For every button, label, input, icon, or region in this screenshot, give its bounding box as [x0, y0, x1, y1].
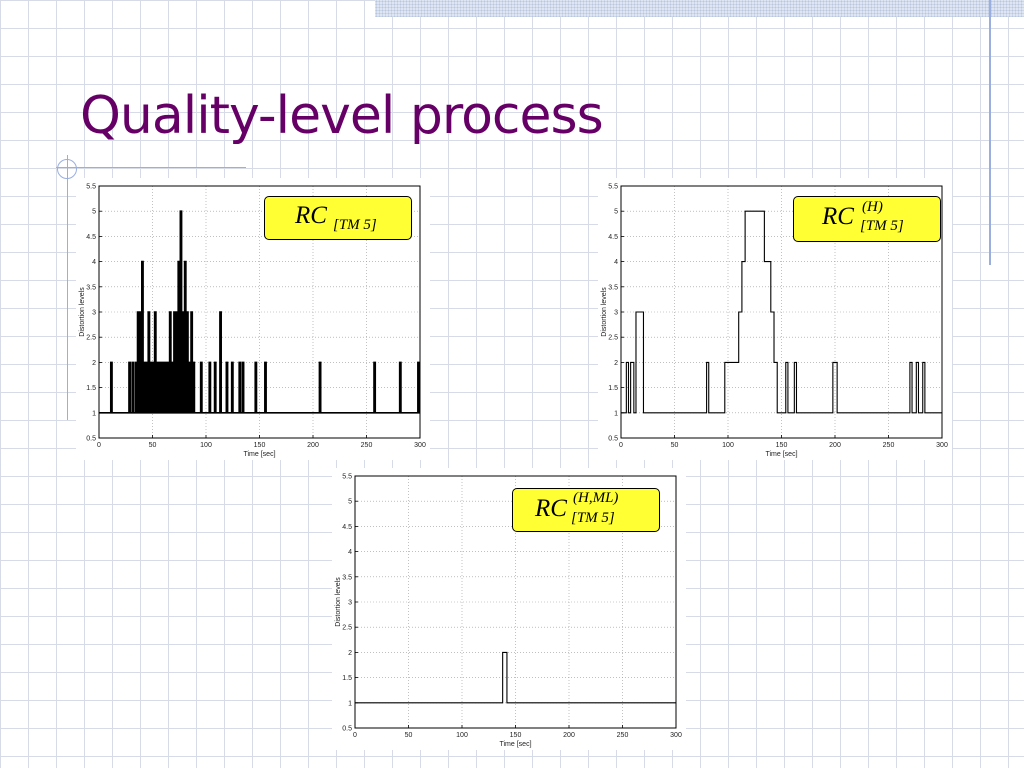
formula-subscript: [TM 5]	[333, 217, 377, 233]
x-tick-label: 0	[353, 732, 357, 739]
y-axis-label: Distortion levels	[335, 577, 342, 627]
y-tick-label: 0.5	[342, 726, 352, 733]
y-tick-label: 5	[348, 499, 352, 506]
formula-superscript: (H,ML)	[573, 490, 619, 506]
y-tick-label: 3	[614, 310, 618, 317]
y-tick-label: 2.5	[342, 625, 352, 632]
x-tick-label: 50	[149, 442, 157, 449]
x-tick-label: 200	[829, 442, 841, 449]
y-tick-label: 2.5	[86, 335, 96, 342]
x-axis-label: Time [sec]	[499, 741, 531, 748]
x-tick-label: 250	[617, 732, 629, 739]
y-tick-label: 1	[614, 410, 618, 417]
formula-base: RC	[535, 495, 567, 522]
y-tick-label: 2	[92, 360, 96, 367]
formula-label-rc-tm5: RC [TM 5]	[264, 196, 412, 240]
decorative-left-line	[67, 155, 68, 420]
y-axis-label: Distortion levels	[601, 287, 608, 337]
y-tick-label: 2	[614, 360, 618, 367]
y-tick-label: 1.5	[342, 675, 352, 682]
decorative-vertical-line	[989, 0, 991, 265]
y-tick-label: 1.5	[608, 385, 618, 392]
y-tick-label: 4.5	[342, 524, 352, 531]
x-tick-label: 250	[883, 442, 895, 449]
x-tick-label: 100	[722, 442, 734, 449]
x-tick-label: 0	[619, 442, 623, 449]
x-tick-label: 100	[456, 732, 468, 739]
formula-subscript: [TM 5]	[860, 218, 904, 234]
formula-base: RC	[822, 203, 854, 230]
top-decorative-band	[375, 0, 1024, 17]
y-tick-label: 5.5	[86, 184, 96, 191]
decorative-circle	[57, 159, 77, 179]
x-tick-label: 200	[307, 442, 319, 449]
x-tick-label: 50	[671, 442, 679, 449]
y-tick-label: 3.5	[342, 574, 352, 581]
y-tick-label: 3.5	[86, 284, 96, 291]
y-tick-label: 5.5	[342, 474, 352, 481]
formula-superscript: (H)	[862, 199, 883, 215]
x-tick-label: 50	[405, 732, 413, 739]
slide-title: Quality-level process	[80, 86, 604, 146]
x-axis-label: Time [sec]	[765, 451, 797, 458]
y-tick-label: 4.5	[608, 234, 618, 241]
series-line	[99, 210, 420, 414]
y-tick-label: 1	[348, 700, 352, 707]
formula-label-rc-h-tm5: RC (H) [TM 5]	[793, 196, 941, 242]
y-tick-label: 3	[92, 310, 96, 317]
y-axis-label: Distortion levels	[79, 287, 86, 337]
x-axis-label: Time [sec]	[243, 451, 275, 458]
x-tick-label: 0	[97, 442, 101, 449]
formula-label-rc-h-ml-tm5: RC (H,ML) [TM 5]	[512, 488, 660, 532]
x-tick-label: 150	[510, 732, 522, 739]
x-tick-label: 200	[563, 732, 575, 739]
x-tick-label: 250	[361, 442, 373, 449]
y-tick-label: 2	[348, 650, 352, 657]
y-tick-label: 2.5	[608, 335, 618, 342]
series-line	[355, 651, 676, 704]
x-tick-label: 150	[254, 442, 266, 449]
y-tick-label: 3	[348, 600, 352, 607]
y-tick-label: 4	[92, 259, 96, 266]
formula-subscript: [TM 5]	[571, 510, 615, 526]
y-tick-label: 1.5	[86, 385, 96, 392]
x-tick-label: 150	[776, 442, 788, 449]
y-tick-label: 4	[614, 259, 618, 266]
y-tick-label: 5.5	[608, 184, 618, 191]
y-tick-label: 5	[614, 209, 618, 216]
y-tick-label: 4.5	[86, 234, 96, 241]
y-tick-label: 1	[92, 410, 96, 417]
decorative-horizontal-line	[56, 167, 246, 168]
formula-base: RC	[295, 202, 327, 229]
x-tick-label: 300	[936, 442, 948, 449]
y-tick-label: 0.5	[86, 436, 96, 443]
x-tick-label: 300	[414, 442, 426, 449]
series-line	[621, 210, 942, 414]
y-tick-label: 5	[92, 209, 96, 216]
x-tick-label: 300	[670, 732, 682, 739]
y-tick-label: 0.5	[608, 436, 618, 443]
y-tick-label: 3.5	[608, 284, 618, 291]
y-tick-label: 4	[348, 549, 352, 556]
x-tick-label: 100	[200, 442, 212, 449]
